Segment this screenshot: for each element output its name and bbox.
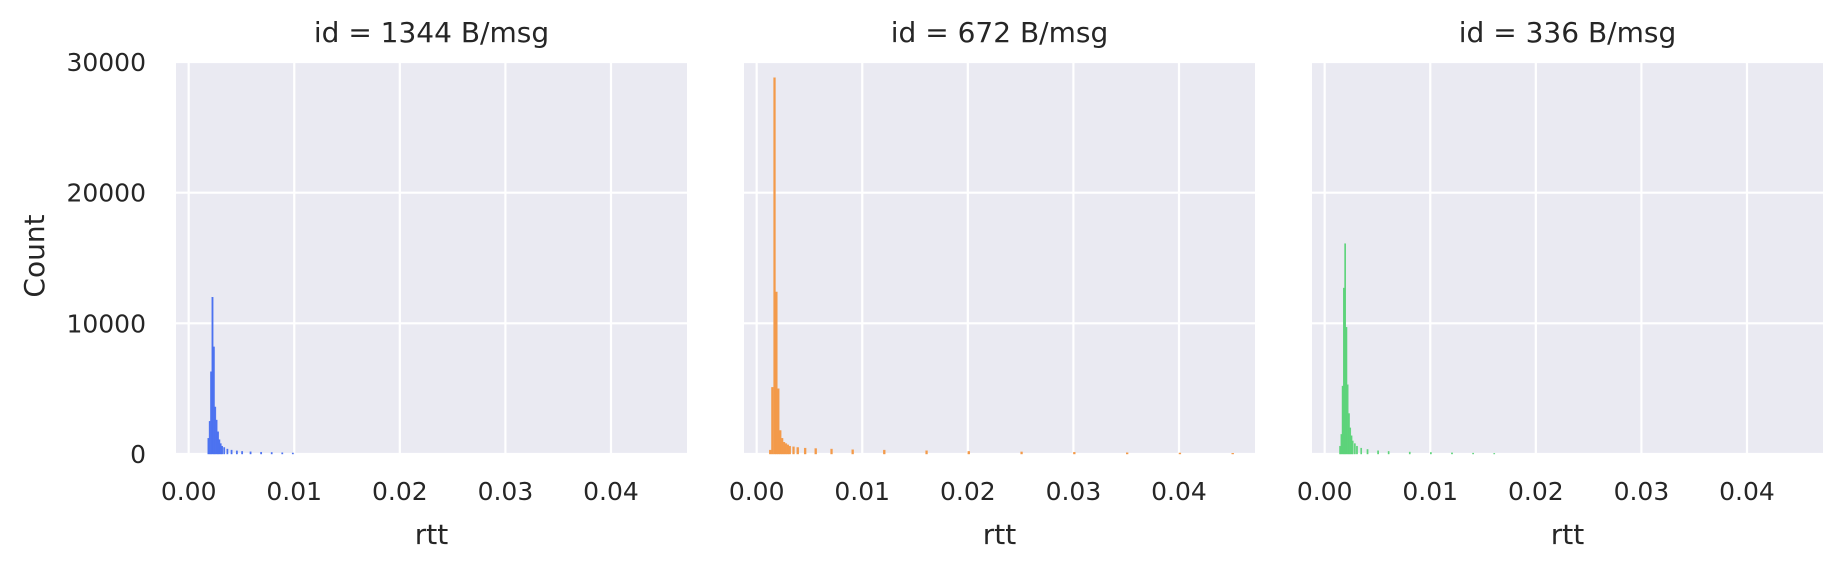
x-tick-label: 0.02: [372, 477, 428, 506]
x-tick-label: 0.01: [1402, 477, 1458, 506]
histogram-bar: [212, 346, 215, 455]
y-tick-label: 0: [130, 440, 146, 469]
x-tick-label: 0.02: [1508, 477, 1564, 506]
x-axis-label: rtt: [983, 518, 1016, 551]
histogram-bar: [851, 449, 854, 455]
plot-area: [176, 62, 687, 454]
histogram-bar: [214, 406, 217, 455]
y-tick-label: 10000: [66, 309, 146, 338]
histogram-bar: [249, 451, 252, 455]
y-axis-label-group: Count: [18, 214, 51, 297]
panel-2: id = 672 B/msg 0.00 0.01 0.02 0.03 0.04 rtt: [729, 16, 1255, 551]
histogram-bar: [1366, 449, 1369, 455]
histogram-bar: [883, 449, 886, 455]
x-tick-label: 0.03: [1046, 477, 1102, 506]
histogram-bar: [241, 451, 244, 455]
x-tick-label: 0.04: [1151, 477, 1207, 506]
histogram-bar: [1178, 452, 1182, 455]
histogram-bar: [769, 449, 772, 455]
histogram-bar: [1073, 452, 1076, 455]
histogram-bar: [786, 444, 789, 455]
histogram-bar: [219, 443, 222, 455]
histogram-bar: [208, 421, 211, 455]
panel-1: id = 1344 B/msg 0.00 0.01 0.02 0.03 0.04 rtt 0 1…: [66, 16, 687, 551]
x-tick-label: 0.01: [266, 477, 322, 506]
histogram-bar: [1356, 445, 1358, 455]
histogram-bar: [777, 388, 780, 455]
histogram-bar: [1125, 452, 1129, 455]
panel-title: id = 336 B/msg: [1459, 16, 1676, 49]
histogram-bar: [260, 451, 263, 455]
histogram-bar: [1377, 450, 1379, 455]
histogram-bar: [211, 297, 214, 455]
histogram-bar: [1472, 452, 1474, 455]
histogram-bar: [1408, 451, 1411, 455]
histogram-bar: [291, 452, 294, 455]
x-axis-label: rtt: [1551, 518, 1584, 551]
x-tick-label: 0.00: [161, 477, 217, 506]
histogram-bar: [773, 77, 776, 455]
y-axis-label: Count: [18, 214, 51, 297]
histogram-bar: [235, 450, 238, 455]
histogram-bar: [830, 448, 833, 455]
histogram-bar: [226, 448, 229, 455]
histogram-bar: [788, 445, 791, 455]
histogram-bar: [779, 430, 782, 455]
histogram-bar: [1354, 443, 1356, 455]
histogram-bar: [223, 447, 226, 455]
histogram-bar: [207, 438, 210, 455]
histogram-bar: [1451, 452, 1453, 455]
histogram-bar: [1387, 451, 1390, 455]
histogram-bar: [1351, 440, 1354, 455]
histogram-bar: [1493, 453, 1496, 455]
histogram-bar: [1231, 453, 1234, 455]
panel-title: id = 672 B/msg: [891, 16, 1108, 49]
histogram-bar: [230, 449, 233, 455]
x-tick-label: 0.03: [478, 477, 534, 506]
x-tick-label: 0.00: [729, 477, 785, 506]
x-tick-label: 0.02: [940, 477, 996, 506]
histogram-bar: [270, 452, 273, 455]
histogram-bar: [771, 387, 774, 455]
histogram-bar: [218, 439, 221, 455]
histogram-bar: [210, 371, 212, 455]
histogram-bar: [1430, 452, 1432, 455]
histogram-bar: [803, 447, 807, 455]
plot-area: [744, 62, 1255, 454]
plot-area: [1312, 62, 1823, 454]
histogram-bar: [780, 438, 784, 455]
histogram-bar: [796, 447, 799, 455]
histogram-bar: [217, 431, 219, 455]
histogram-bar: [281, 452, 284, 455]
histogram-bar: [814, 448, 817, 455]
histogram-bar: [1020, 451, 1023, 455]
x-axis-label: rtt: [415, 518, 448, 551]
histogram-bar: [784, 443, 788, 455]
histogram-bar: [967, 451, 970, 455]
x-tick-label: 0.03: [1614, 477, 1670, 506]
y-tick-label: 20000: [66, 179, 146, 208]
histogram-bar: [792, 446, 795, 455]
panel-3: id = 336 B/msg 0.00 0.01 0.02 0.03 0.04 rtt: [1297, 16, 1823, 551]
histogram-bar: [782, 442, 786, 455]
x-tick-label: 0.04: [583, 477, 639, 506]
panels: id = 1344 B/msg 0.00 0.01 0.02 0.03 0.04 rtt 0 1…: [66, 16, 1823, 551]
x-tick-label: 0.00: [1297, 477, 1353, 506]
histogram-bar: [1360, 447, 1363, 455]
y-tick-label: 30000: [66, 48, 146, 77]
x-tick-label: 0.04: [1719, 477, 1775, 506]
histogram-bar: [775, 291, 778, 455]
x-tick-label: 0.01: [834, 477, 890, 506]
histogram-bar: [925, 450, 928, 455]
histogram-bar: [215, 419, 218, 455]
histogram-bar: [221, 445, 223, 455]
panel-title: id = 1344 B/msg: [314, 16, 549, 49]
